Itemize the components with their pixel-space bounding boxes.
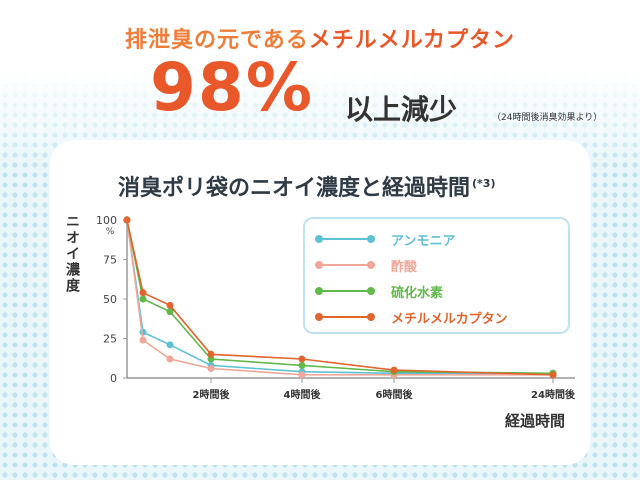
- legend-item: メチルメルカプタン: [313, 307, 563, 327]
- series-4-point: [549, 371, 557, 379]
- headline-highlight: メチルメルカプタン: [308, 28, 516, 53]
- y-tick-label: 25: [103, 333, 117, 346]
- headline-lead: 排泄臭の元である: [124, 28, 309, 53]
- legend-swatch: [313, 307, 377, 327]
- series-4-point: [123, 216, 131, 224]
- series-4-point: [139, 289, 147, 297]
- legend-label: アンモニア: [391, 233, 456, 249]
- y-tick-label: 100: [96, 214, 117, 227]
- chart-title: 消臭ポリ袋のニオイ濃度と経過時間 (*3): [118, 170, 495, 202]
- legend-label: 硫化水素: [391, 285, 444, 301]
- series-2-point: [139, 336, 147, 344]
- legend-item: 酢酸: [313, 255, 563, 275]
- x-tick-label: 2時間後: [193, 388, 231, 401]
- legend-swatch: [313, 255, 377, 275]
- series-3-point: [139, 295, 147, 303]
- legend-swatch: [313, 281, 377, 301]
- legend-item: 硫化水素: [313, 281, 563, 301]
- footnote: （24時間後消臭効果より）: [492, 113, 603, 123]
- series-4-point: [390, 366, 398, 374]
- y-axis-label: ニオイ濃度: [64, 214, 80, 294]
- legend-label: メチルメルカプタン: [391, 311, 508, 327]
- legend: アンモニア酢酸硫化水素メチルメルカプタン: [303, 217, 570, 334]
- y-tick-label: 50: [103, 293, 117, 306]
- chart-title-ref: (*3): [472, 176, 496, 190]
- series-2-point: [298, 371, 306, 379]
- reduction-suffix: 以上減少: [345, 93, 458, 126]
- x-tick-label: 6時間後: [376, 388, 414, 401]
- x-axis-label: 経過時間: [505, 412, 566, 430]
- legend-item: アンモニア: [313, 229, 563, 249]
- x-tick-label: 4時間後: [284, 388, 322, 401]
- series-2-point: [166, 355, 174, 363]
- series-4-point: [166, 301, 174, 309]
- series-4-point: [298, 355, 306, 363]
- y-tick-label: 0: [110, 372, 117, 385]
- series-3-point: [298, 361, 306, 369]
- y-tick-label: 75: [103, 254, 117, 267]
- y-unit-label: %: [106, 227, 115, 237]
- series-4-point: [207, 350, 215, 358]
- x-tick-label: 24時間後: [531, 388, 576, 401]
- series-3-point: [166, 308, 174, 316]
- reduction-percent: 98%: [150, 49, 314, 126]
- headline: 排泄臭の元であるメチルメルカプタン 98% 以上減少 （24時間後消臭効果より）: [0, 0, 640, 132]
- series-1-point: [166, 341, 174, 349]
- chart-title-text: 消臭ポリ袋のニオイ濃度と経過時間: [118, 176, 471, 201]
- legend-swatch: [313, 229, 377, 249]
- headline-top: 排泄臭の元であるメチルメルカプタン: [0, 22, 640, 54]
- series-2-point: [207, 365, 215, 373]
- legend-label: 酢酸: [391, 259, 418, 275]
